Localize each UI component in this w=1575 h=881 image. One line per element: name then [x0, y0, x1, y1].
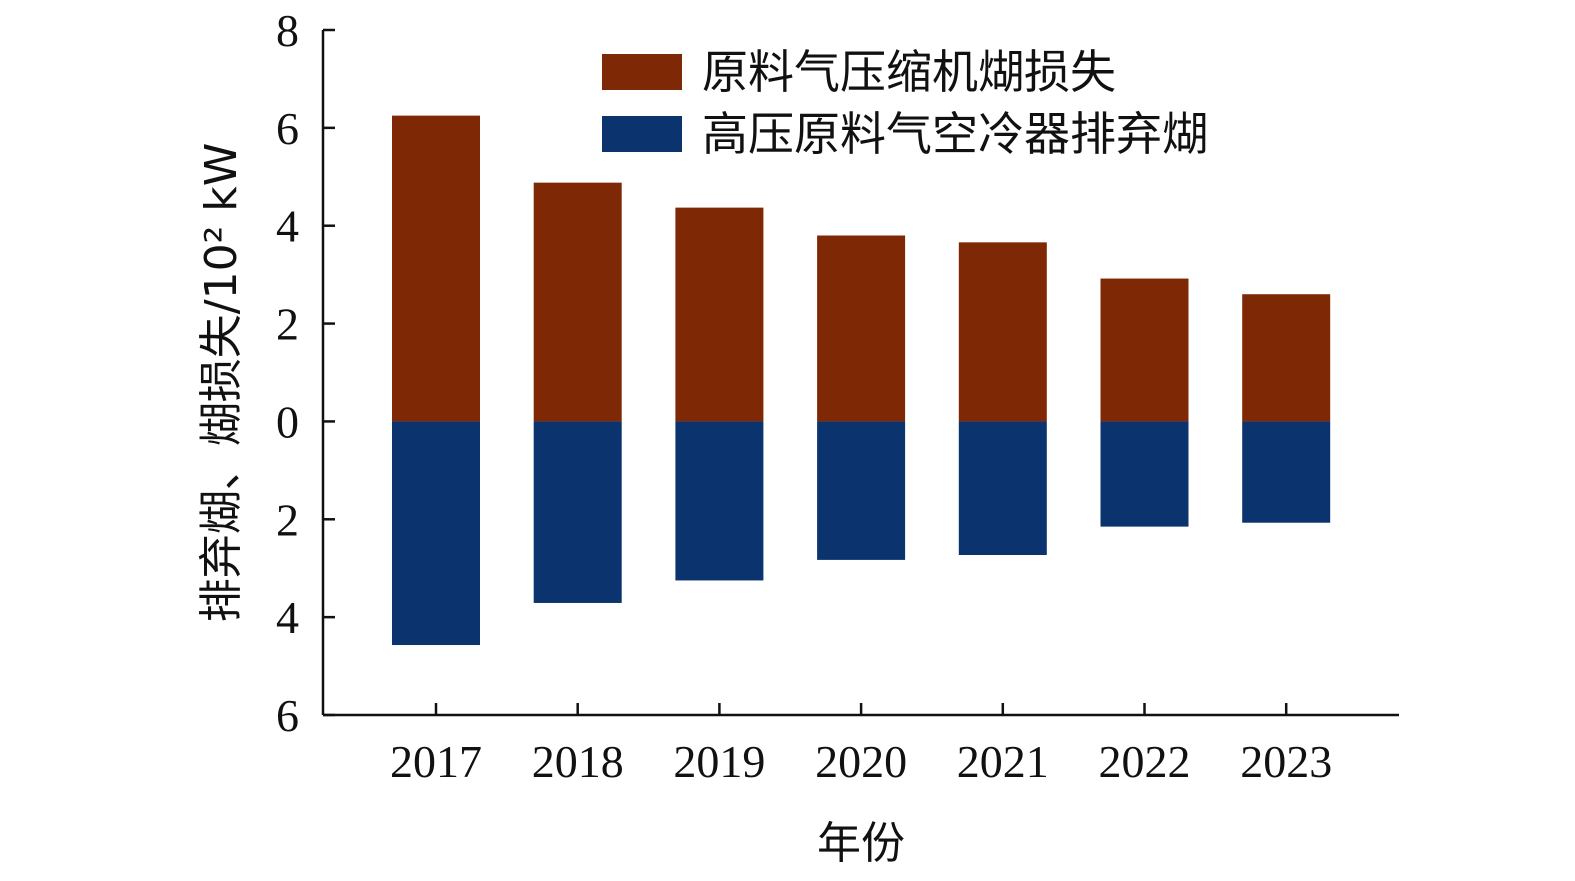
bar-cooler-discharge-2023 [1242, 421, 1331, 523]
x-tick-label: 2021 [957, 736, 1049, 787]
bar-cooler-discharge-2021 [958, 421, 1047, 556]
y-tick-label: 6 [276, 690, 299, 741]
bar-cooler-discharge-2022 [1100, 421, 1189, 527]
x-ticks-group: 2017 2018 2019 2020 2021 2022 2023 [390, 703, 1332, 787]
x-tick-label: 2019 [673, 736, 765, 787]
x-tick-label: 2018 [532, 736, 624, 787]
bar-cooler-discharge-2018 [533, 421, 622, 603]
y-axis-title: 排弃煳、煳损失/10² kW [196, 143, 247, 622]
y-tick-label: 0 [276, 396, 299, 447]
bar-compressor-loss-2022 [1100, 278, 1189, 422]
y-tick-label: 8 [276, 5, 299, 56]
legend-label: 原料气压缩机煳损失 [702, 45, 1116, 99]
y-ticks-group: 8 6 4 2 0 2 4 6 [276, 5, 335, 741]
bar-cooler-discharge-2017 [392, 421, 480, 646]
bar-compressor-loss-2017 [392, 115, 480, 422]
x-axis-title: 年份 [817, 818, 905, 869]
legend-swatch [602, 116, 682, 152]
bar-compressor-loss-2019 [675, 207, 764, 422]
legend-swatch [602, 54, 682, 90]
y-tick-label: 4 [276, 201, 299, 252]
y-tick-label: 2 [276, 494, 299, 545]
bar-compressor-loss-2023 [1242, 294, 1331, 422]
bar-compressor-loss-2021 [958, 242, 1047, 422]
x-tick-label: 2023 [1240, 736, 1332, 787]
x-tick-label: 2017 [390, 736, 482, 787]
x-tick-label: 2022 [1099, 736, 1191, 787]
y-tick-label: 6 [276, 103, 299, 154]
bars-group [392, 115, 1331, 646]
bar-compressor-loss-2020 [817, 235, 906, 422]
bar-cooler-discharge-2020 [817, 421, 906, 560]
x-tick-label: 2020 [815, 736, 907, 787]
y-tick-label: 2 [276, 299, 299, 350]
y-tick-label: 4 [276, 592, 299, 643]
legend-label: 高压原料气空冷器排弃煳 [702, 107, 1208, 161]
bar-compressor-loss-2018 [533, 182, 622, 422]
bar-cooler-discharge-2019 [675, 421, 764, 581]
